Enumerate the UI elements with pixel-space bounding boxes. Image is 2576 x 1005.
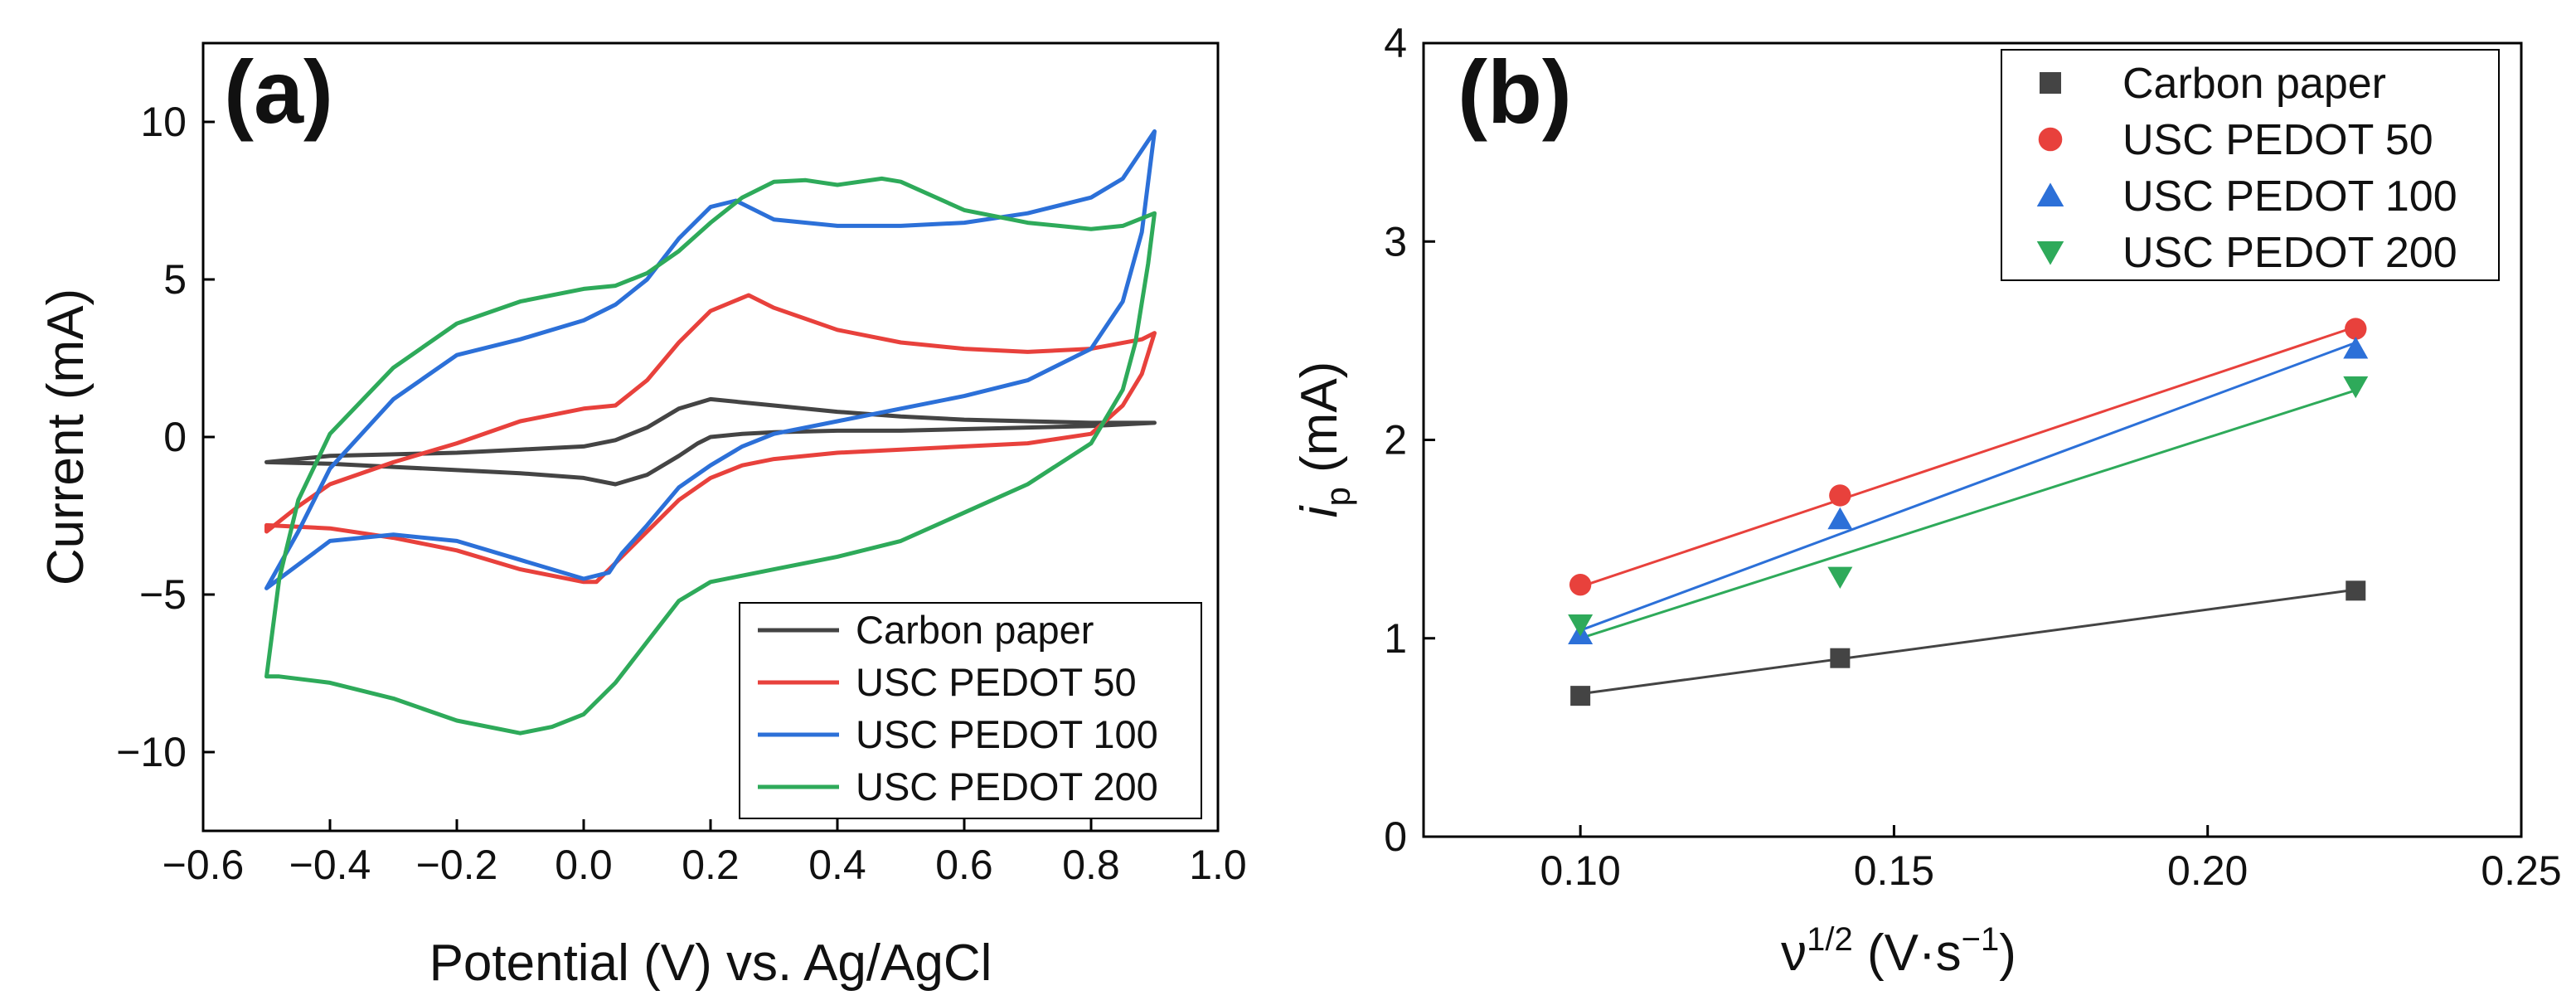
- panel-b-y-axis-title: ip (mA): [1291, 362, 1357, 518]
- fit-line-3: [1579, 389, 2356, 640]
- cv-curve-2: [264, 129, 1157, 590]
- panel-b-y-tick-label: 4: [1384, 20, 1407, 66]
- panel-a-x-tick-label: 0.0: [555, 842, 613, 888]
- y-title-sub: p: [1318, 487, 1357, 506]
- panel-a-ticks: −0.6 −0.4 −0.2 0.0 0.2 0.4 0.6 0.8 1.0 −10 −5 0 5 10: [116, 99, 1247, 888]
- legend-a-label-3: USC PEDOT 200: [856, 765, 1158, 808]
- panel-a-series: [264, 129, 1157, 736]
- panel-b-label: (b): [1458, 41, 1572, 142]
- panel-a-x-tick-label: 0.4: [808, 842, 866, 888]
- legend-b-marker-0: [2040, 72, 2061, 94]
- panel-b-y-tick-label: 3: [1384, 218, 1407, 265]
- panel-a-label: (a): [224, 41, 333, 142]
- panel-b-ticks: 0.10 0.15 0.20 0.25 0 1 2 3 4: [1384, 20, 2561, 894]
- data-point-2-1: [1827, 507, 1853, 530]
- data-point-0-1: [1830, 648, 1851, 668]
- panel-b-peak-current: 0.10 0.15 0.20 0.25 0 1 2 3 4 (b) ν1/2 (V·s−1) i…: [1291, 20, 2562, 982]
- panel-a-y-tick-label: 0: [163, 414, 187, 460]
- panel-a-y-tick-label: −10: [116, 729, 187, 775]
- legend-a-label-1: USC PEDOT 50: [856, 660, 1137, 704]
- x-title-unit: (V·s: [1853, 925, 1962, 982]
- legend-b-marker-2: [2036, 182, 2064, 206]
- data-point-3-2: [2343, 376, 2369, 399]
- legend-b-label-0: Carbon paper: [2122, 60, 2386, 108]
- panel-b-y-tick-label: 2: [1384, 417, 1407, 464]
- legend-b-label-2: USC PEDOT 100: [2122, 172, 2457, 221]
- panel-a-x-tick-label: 0.8: [1062, 842, 1120, 888]
- data-point-1-1: [1829, 484, 1851, 507]
- panel-b-series: [1568, 318, 2369, 706]
- data-point-2-2: [2343, 337, 2369, 359]
- fit-line-2: [1579, 341, 2356, 632]
- panel-a-x-tick-label: 1.0: [1189, 842, 1247, 888]
- panel-b-x-tick-label: 0.10: [1540, 847, 1620, 894]
- panel-b-legend-box: [2001, 49, 2500, 281]
- panel-a-x-tick-label: 0.2: [682, 842, 740, 888]
- y-title-i: i: [1291, 504, 1348, 517]
- panel-a-y-tick-label: −5: [139, 571, 187, 618]
- legend-b-label-3: USC PEDOT 200: [2122, 229, 2457, 277]
- fit-line-1: [1579, 325, 2356, 588]
- panel-a-y-tick-label: 10: [140, 99, 187, 145]
- panel-a-y-tick-label: 5: [163, 256, 187, 303]
- panel-b-x-tick-label: 0.15: [1854, 847, 1934, 894]
- legend-b-label-1: USC PEDOT 50: [2122, 116, 2433, 164]
- panel-a-y-axis-title: Current (mA): [37, 289, 95, 585]
- x-title-nu: ν: [1781, 925, 1807, 982]
- panel-b-y-tick-label: 1: [1384, 615, 1407, 662]
- panel-a-x-axis-title: Potential (V) vs. Ag/AgCl: [429, 935, 992, 992]
- panel-a-x-tick-label: 0.6: [935, 842, 993, 888]
- fit-line-0: [1579, 588, 2356, 696]
- panel-a-x-tick-label: −0.2: [416, 842, 498, 888]
- panel-b-legend: Carbon paper USC PEDOT 50 USC PEDOT 100 USC…: [2001, 49, 2500, 281]
- data-point-1-2: [2345, 318, 2367, 340]
- panel-a-legend-box: [739, 602, 1202, 819]
- panel-a-x-tick-label: −0.6: [163, 842, 245, 888]
- panel-b-y-tick-label: 0: [1384, 813, 1407, 860]
- legend-a-label-2: USC PEDOT 100: [856, 712, 1158, 756]
- x-title-unit-sup: −1: [1962, 921, 2000, 958]
- data-point-0-2: [2346, 580, 2366, 601]
- panel-b-x-tick-label: 0.25: [2481, 847, 2561, 894]
- cv-curve-3: [264, 176, 1157, 736]
- legend-a-label-0: Carbon paper: [856, 608, 1094, 652]
- panel-a-legend: Carbon paper USC PEDOT 50 USC PEDOT 100 USC…: [739, 602, 1202, 819]
- panel-b-x-tick-label: 0.20: [2167, 847, 2248, 894]
- data-point-3-0: [1568, 614, 1594, 637]
- data-point-0-0: [1570, 686, 1591, 706]
- data-point-1-0: [1569, 573, 1592, 596]
- panel-a-x-tick-label: −0.4: [289, 842, 371, 888]
- data-point-3-1: [1827, 566, 1853, 589]
- panel-a-cyclic-voltammetry: −0.6 −0.4 −0.2 0.0 0.2 0.4 0.6 0.8 1.0−10−50510 …: [37, 41, 1247, 992]
- cv-curve-1: [264, 293, 1157, 585]
- x-title-sup: 1/2: [1807, 921, 1853, 958]
- legend-b-marker-1: [2038, 127, 2063, 152]
- legend-b-marker-3: [2036, 241, 2064, 265]
- cv-curve-0: [264, 396, 1157, 487]
- panel-b-x-axis-title: ν1/2 (V·s−1): [1781, 921, 2016, 982]
- x-title-close: ): [1999, 925, 2016, 982]
- y-title-unit: (mA): [1291, 362, 1348, 488]
